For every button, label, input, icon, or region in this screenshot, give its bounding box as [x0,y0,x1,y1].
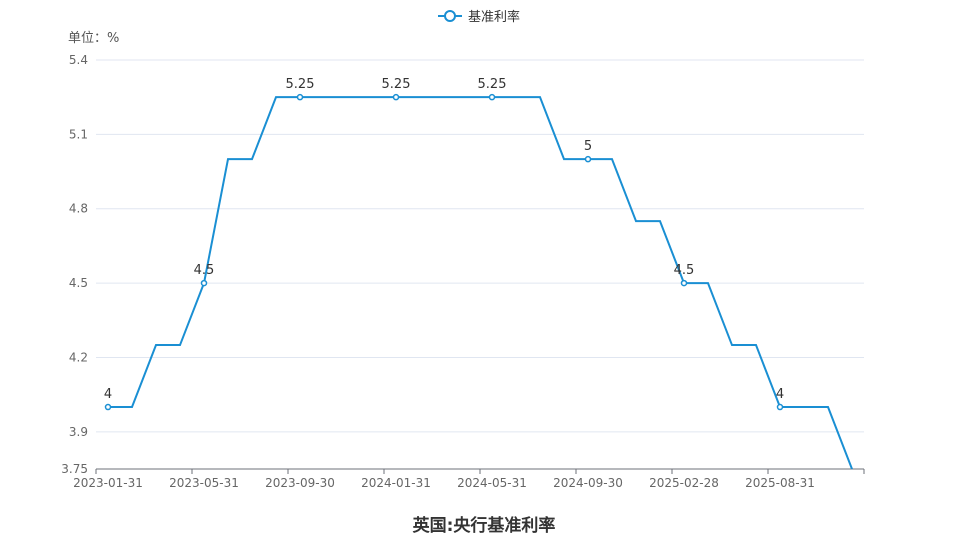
y-tick-label: 5.1 [69,127,88,141]
legend-marker-icon [444,10,456,22]
data-point [584,155,592,163]
series-line [108,96,853,470]
data-point [392,93,400,101]
data-point [296,93,304,101]
x-tick-label: 2025-08-31 [745,476,815,490]
y-tick-label: 4.8 [69,202,88,216]
x-tick-label: 2024-01-31 [361,476,431,490]
chart-title: 英国:央行基准利率 [413,515,556,536]
y-tick-label: 3.75 [61,462,88,476]
data-point [200,279,208,287]
legend[interactable]: 基准利率 [438,9,520,25]
y-tick-label: 5.4 [69,53,88,67]
data-label: 4 [776,387,784,402]
x-tick-label: 2025-02-28 [649,476,719,490]
y-tick-label: 4.5 [69,276,88,290]
data-point [776,403,784,411]
data-label: 4.5 [194,263,215,278]
x-tick-label: 2023-01-31 [73,476,143,490]
unit-label: 单位：% [68,31,119,46]
y-tick-label: 3.9 [69,425,88,439]
data-label: 5.25 [478,77,507,92]
data-label: 4.5 [674,263,695,278]
data-label: 4 [104,387,112,402]
x-tick-label: 2023-09-30 [265,476,335,490]
data-point [488,93,496,101]
x-tick-label: 2024-05-31 [457,476,527,490]
data-label: 5.25 [382,77,411,92]
y-tick-label: 4.2 [69,350,88,364]
x-tick-label: 2023-05-31 [169,476,239,490]
data-label: 5 [584,139,592,154]
data-label: 5.25 [286,77,315,92]
data-point [104,403,112,411]
legend-label: 基准利率 [468,9,520,25]
x-tick-label: 2024-09-30 [553,476,623,490]
data-point [680,279,688,287]
